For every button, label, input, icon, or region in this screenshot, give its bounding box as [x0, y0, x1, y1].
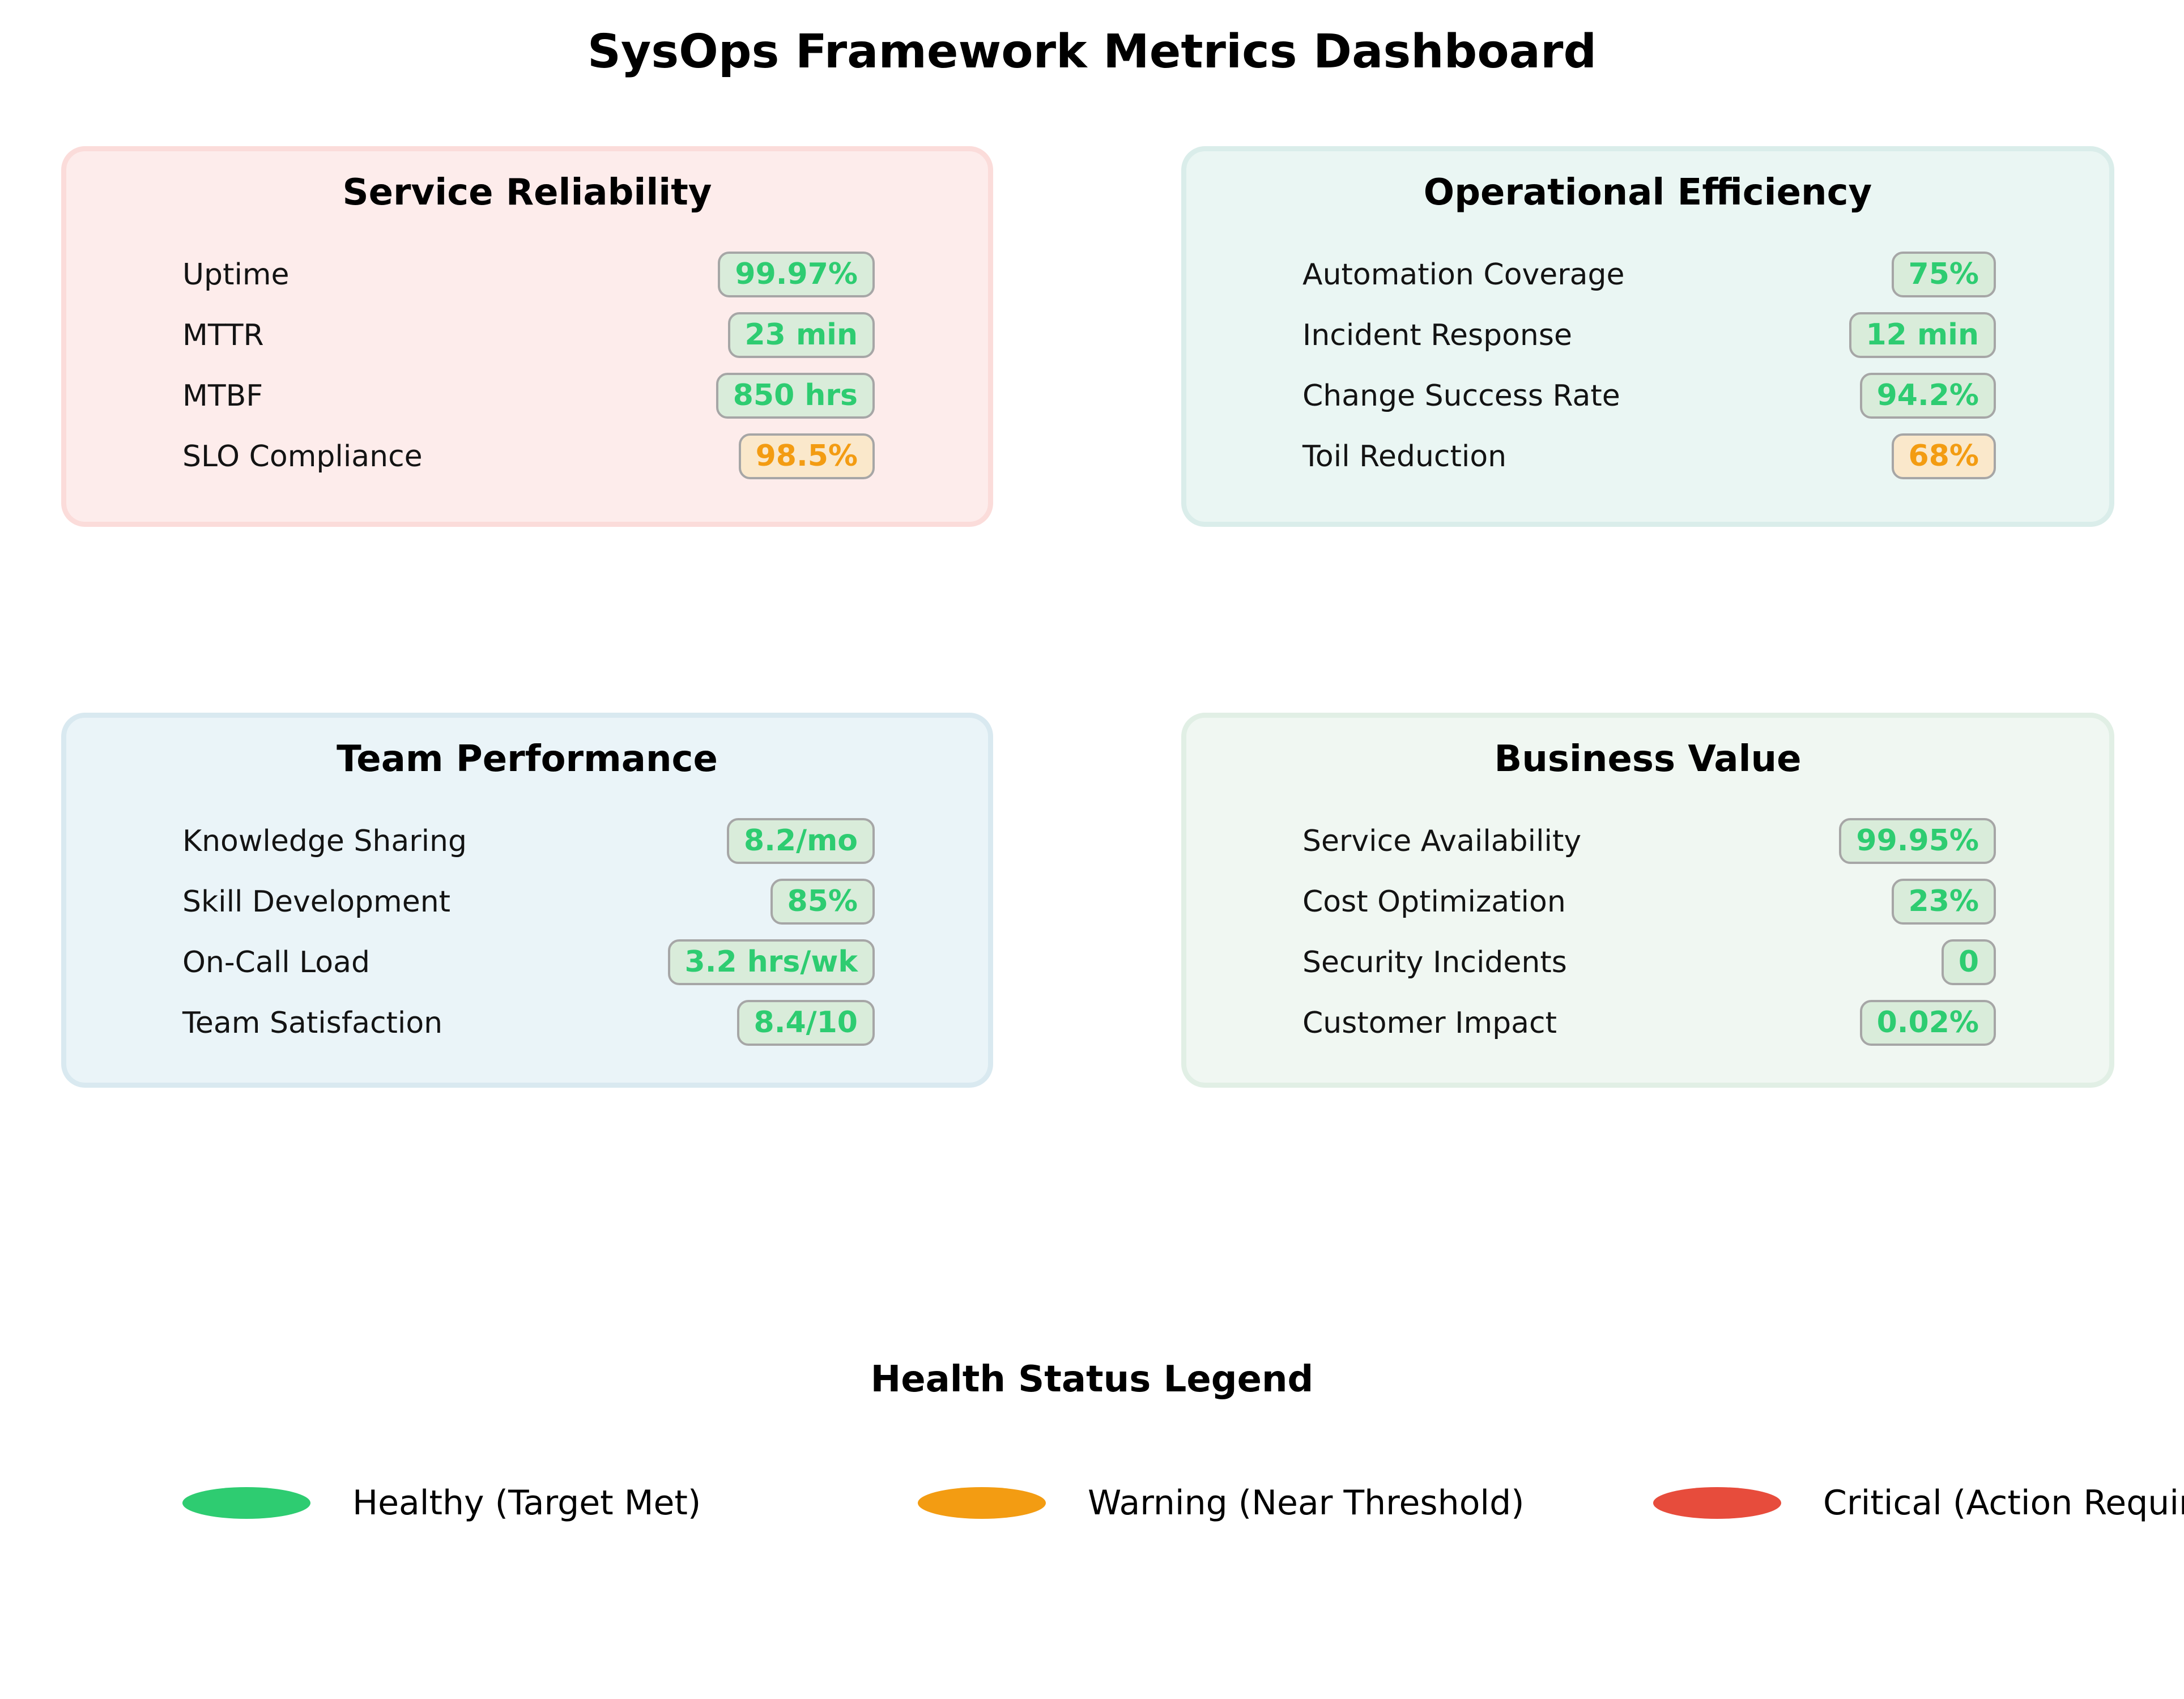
- metric-value-badge: 8.2/mo: [726, 817, 875, 865]
- metric-label: Cost Optimization: [1302, 884, 1566, 919]
- metric-value-badge: 0: [1941, 939, 1996, 986]
- panel-team-performance: Team Performance Knowledge Sharing 8.2/m…: [61, 713, 993, 1088]
- metric-value-badge: 94.2%: [1859, 372, 1996, 419]
- metric-rows: Knowledge Sharing 8.2/mo Skill Developme…: [182, 811, 875, 1053]
- metric-row: Skill Development 85%: [182, 871, 875, 932]
- metric-value-badge: 98.5%: [738, 433, 875, 480]
- metric-value-badge: 3.2 hrs/wk: [667, 939, 875, 986]
- legend-label: Critical (Action Required): [1823, 1483, 2184, 1523]
- legend-item-critical: Critical (Action Required): [1653, 1471, 2184, 1535]
- legend-title: Health Status Legend: [870, 1359, 1314, 1400]
- metric-label: MTBF: [182, 378, 263, 413]
- metric-row: Cost Optimization 23%: [1302, 871, 1996, 932]
- panel-title: Service Reliability: [342, 172, 712, 214]
- panel-title: Business Value: [1494, 738, 1802, 780]
- metric-value-badge: 75%: [1891, 251, 1996, 298]
- metric-value-badge: 23 min: [727, 312, 875, 359]
- metric-rows: Automation Coverage 75% Incident Respons…: [1302, 244, 1996, 487]
- metric-value-badge: 8.4/10: [736, 999, 875, 1046]
- metric-row: Service Availability 99.95%: [1302, 811, 1996, 871]
- metric-row: Toil Reduction 68%: [1302, 426, 1996, 487]
- metric-label: Customer Impact: [1302, 1006, 1557, 1040]
- metric-row: MTTR 23 min: [182, 305, 875, 365]
- metric-row: Team Satisfaction 8.4/10: [182, 993, 875, 1053]
- metric-value-badge: 85%: [770, 878, 875, 925]
- metric-label: Automation Coverage: [1302, 257, 1625, 292]
- panel-service-reliability: Service Reliability Uptime 99.97% MTTR 2…: [61, 146, 993, 527]
- metric-row: Uptime 99.97%: [182, 244, 875, 305]
- metric-label: Service Availability: [1302, 824, 1582, 858]
- metric-label: Skill Development: [182, 884, 451, 919]
- legend-item-warning: Warning (Near Threshold): [918, 1471, 1525, 1535]
- warning-status-swatch-icon: [918, 1487, 1046, 1519]
- metric-rows: Uptime 99.97% MTTR 23 min MTBF 850 hrs S…: [182, 244, 875, 487]
- metric-label: Incident Response: [1302, 318, 1572, 352]
- metric-value-badge: 23%: [1891, 878, 1996, 925]
- metric-row: Change Success Rate 94.2%: [1302, 365, 1996, 426]
- metric-value-badge: 68%: [1891, 433, 1996, 480]
- metric-row: Automation Coverage 75%: [1302, 244, 1996, 305]
- healthy-status-swatch-icon: [182, 1487, 310, 1519]
- critical-status-swatch-icon: [1653, 1487, 1781, 1519]
- metric-label: Uptime: [182, 257, 290, 292]
- legend-item-healthy: Healthy (Target Met): [182, 1471, 701, 1535]
- panel-title: Operational Efficiency: [1423, 172, 1872, 214]
- panel-operational-efficiency: Operational Efficiency Automation Covera…: [1181, 146, 2114, 527]
- metric-row: Customer Impact 0.02%: [1302, 993, 1996, 1053]
- metric-value-badge: 850 hrs: [716, 372, 875, 419]
- legend-label: Healthy (Target Met): [352, 1483, 701, 1523]
- metric-row: On-Call Load 3.2 hrs/wk: [182, 932, 875, 993]
- metric-label: SLO Compliance: [182, 439, 423, 474]
- metric-row: SLO Compliance 98.5%: [182, 426, 875, 487]
- metric-row: Knowledge Sharing 8.2/mo: [182, 811, 875, 871]
- metric-label: Security Incidents: [1302, 945, 1567, 980]
- metric-label: Change Success Rate: [1302, 378, 1620, 413]
- metric-rows: Service Availability 99.95% Cost Optimiz…: [1302, 811, 1996, 1053]
- metric-label: Toil Reduction: [1302, 439, 1507, 474]
- panel-title: Team Performance: [337, 738, 718, 780]
- metric-label: MTTR: [182, 318, 264, 352]
- metric-row: MTBF 850 hrs: [182, 365, 875, 426]
- legend-label: Warning (Near Threshold): [1088, 1483, 1525, 1523]
- metric-label: Team Satisfaction: [182, 1006, 443, 1040]
- metric-label: On-Call Load: [182, 945, 370, 980]
- metric-label: Knowledge Sharing: [182, 824, 467, 858]
- panel-business-value: Business Value Service Availability 99.9…: [1181, 713, 2114, 1088]
- metric-row: Incident Response 12 min: [1302, 305, 1996, 365]
- metric-value-badge: 0.02%: [1859, 999, 1996, 1046]
- page-title: SysOps Framework Metrics Dashboard: [587, 25, 1597, 79]
- metric-value-badge: 99.95%: [1839, 817, 1996, 865]
- metric-row: Security Incidents 0: [1302, 932, 1996, 993]
- metric-value-badge: 12 min: [1849, 312, 1996, 359]
- metric-value-badge: 99.97%: [718, 251, 875, 298]
